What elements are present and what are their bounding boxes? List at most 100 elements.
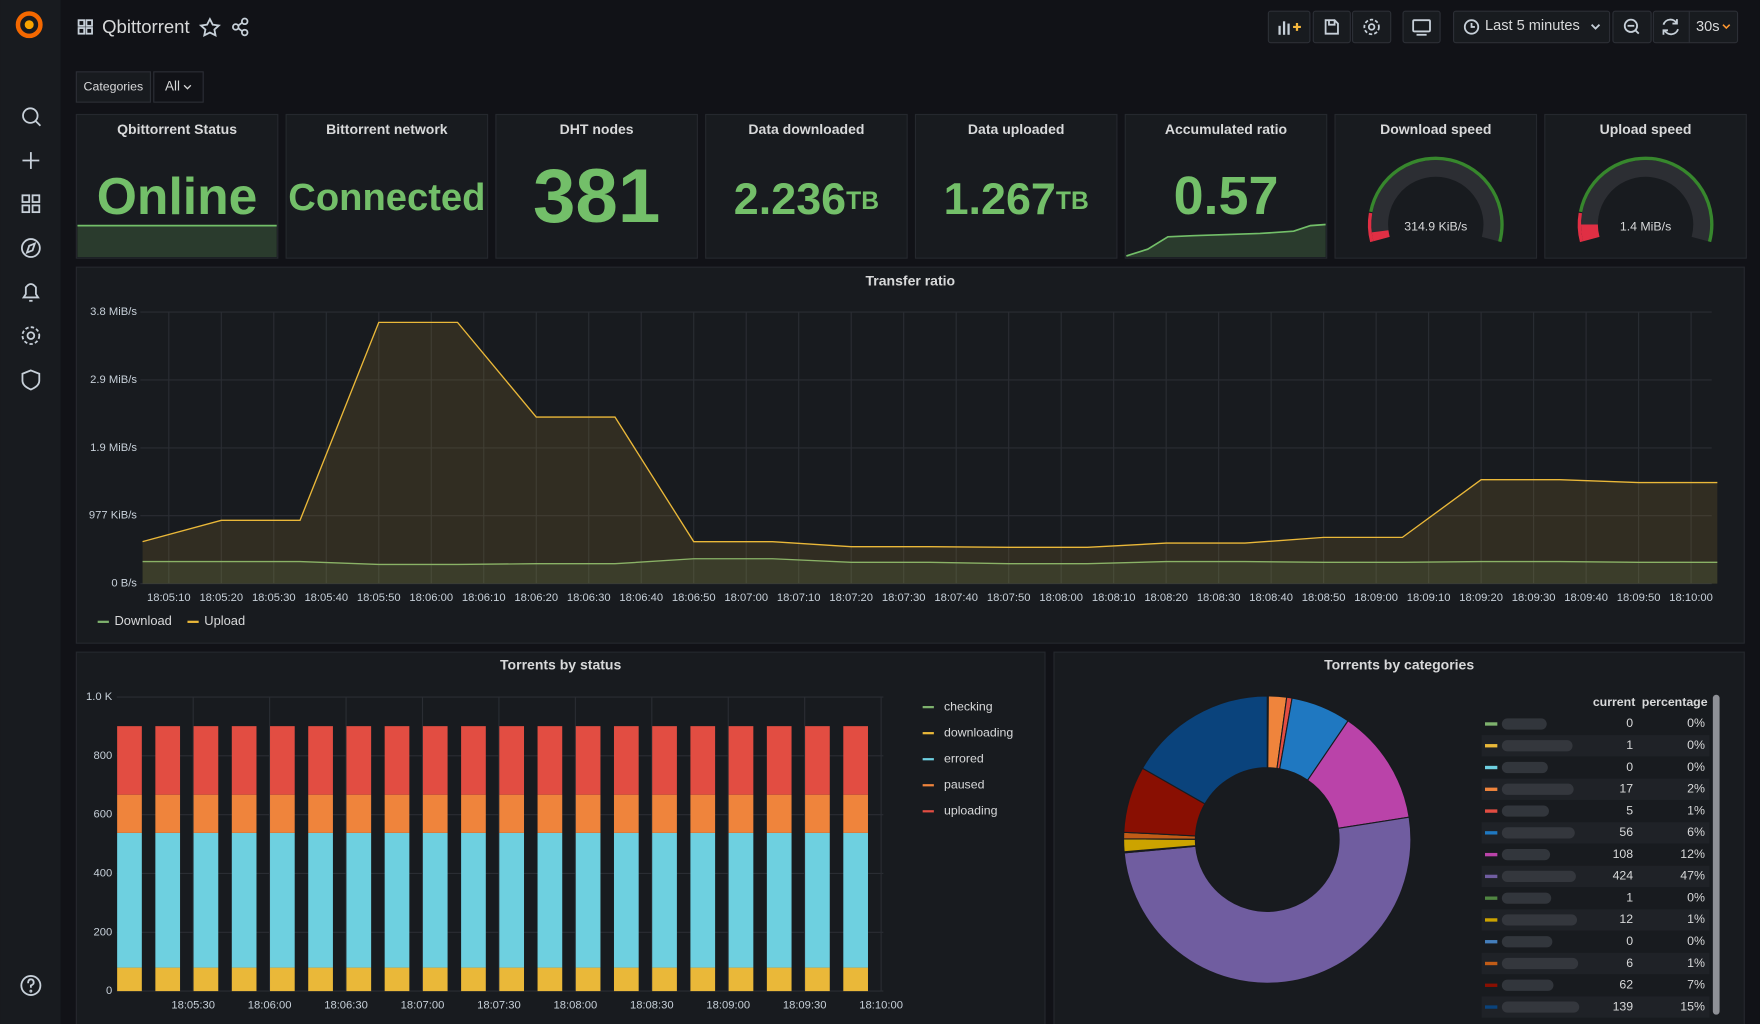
x-tick-label: 18:09:30: [1512, 592, 1556, 604]
series-line: [142, 321, 1718, 549]
legend-label[interactable]: Download: [114, 613, 171, 628]
explore-icon[interactable]: [20, 238, 41, 258]
refresh-picker[interactable]: [1652, 10, 1739, 44]
x-tick-label: 18:09:10: [1407, 592, 1451, 604]
x-tick-label: 18:05:50: [357, 592, 401, 604]
blurred-name: [1501, 914, 1578, 926]
bar-segment: [231, 794, 257, 833]
logo[interactable]: [15, 11, 43, 39]
settings-button[interactable]: [1351, 10, 1392, 44]
gauge-title: Upload speed: [1600, 121, 1692, 137]
bar-segment: [843, 726, 868, 795]
tv-mode-button[interactable]: [1402, 10, 1441, 44]
current-value: 1: [1626, 890, 1633, 904]
bar-segment: [384, 794, 410, 833]
legend-label[interactable]: Upload: [204, 613, 245, 628]
x-tick-label: 18:07:30: [477, 1000, 521, 1012]
series-area: [142, 322, 1718, 584]
percentage-value: 0%: [1687, 716, 1705, 730]
bar-segment: [422, 832, 448, 968]
x-tick-label: 18:06:40: [619, 592, 663, 604]
help-icon[interactable]: [20, 975, 42, 996]
bar-segment: [805, 967, 830, 992]
bar-segment: [193, 967, 219, 992]
current-value: 6: [1626, 956, 1633, 970]
bar-segment: [384, 726, 410, 795]
legend-label[interactable]: paused: [944, 778, 985, 792]
bar-segment: [728, 726, 754, 795]
donut-slice: [1141, 695, 1268, 805]
gauge-fill: [1371, 230, 1390, 242]
x-tick-label: 18:09:20: [1459, 592, 1503, 604]
gauge-fill: [1581, 224, 1600, 242]
zoom-out-button[interactable]: [1612, 10, 1652, 44]
bar-segment: [155, 794, 181, 833]
refresh-interval[interactable]: 30s: [1696, 19, 1720, 35]
bar-segment: [613, 832, 639, 968]
blurred-name: [1501, 827, 1575, 839]
create-icon[interactable]: [22, 152, 40, 169]
donut-slice: [1123, 816, 1412, 984]
stat-title: Qbittorrent Status: [117, 121, 237, 137]
x-tick-label: 18:08:50: [1302, 592, 1346, 604]
bar-segment: [155, 967, 181, 992]
chart-title: Torrents by categories: [1324, 656, 1474, 672]
blurred-name: [1501, 979, 1554, 991]
bar-segment: [422, 967, 448, 992]
x-tick-label: 18:07:20: [829, 592, 873, 604]
current-value: 5: [1626, 803, 1633, 817]
x-tick-label: 18:07:30: [882, 592, 926, 604]
legend-label[interactable]: checking: [944, 699, 993, 713]
variable-select[interactable]: [153, 71, 204, 103]
current-value: 0: [1626, 760, 1633, 774]
bar-segment: [422, 726, 448, 795]
clock-icon: [1463, 19, 1480, 35]
current-value: 56: [1619, 825, 1633, 839]
stat-number: 2.236: [734, 173, 846, 224]
settings-button-icon: [1363, 18, 1380, 36]
bar-segment: [537, 967, 563, 992]
x-tick-label: 18:08:00: [554, 1000, 598, 1012]
search-icon[interactable]: [22, 107, 42, 127]
stat-title: Data uploaded: [968, 121, 1065, 137]
legend-label[interactable]: errored: [944, 751, 984, 765]
shield-icon[interactable]: [21, 369, 41, 391]
x-tick-label: 18:08:40: [1249, 592, 1293, 604]
alerting-icon[interactable]: [21, 283, 40, 302]
time-caret: [1590, 24, 1601, 30]
bar-segment: [843, 967, 868, 992]
x-tick-label: 18:09:50: [1617, 592, 1661, 604]
variable-value[interactable]: All: [165, 79, 180, 94]
bar-segment: [766, 967, 792, 992]
time-range-label[interactable]: Last 5 minutes: [1485, 18, 1580, 34]
stat-panel: [495, 113, 698, 259]
bar-segment: [384, 967, 410, 992]
add-panel-icon: [1278, 21, 1301, 35]
blurred-name: [1501, 761, 1548, 774]
bar-segment: [308, 967, 333, 992]
gauge-track: [1581, 160, 1711, 242]
bar-segment: [613, 794, 639, 833]
stat-panel: [75, 113, 279, 259]
legend-label[interactable]: downloading: [944, 725, 1013, 739]
bar-segment: [117, 967, 142, 992]
chart-title: Transfer ratio: [866, 272, 956, 288]
legend-label[interactable]: uploading: [944, 804, 998, 818]
x-tick-label: 18:06:10: [462, 592, 506, 604]
x-tick-label: 18:08:30: [630, 1000, 674, 1012]
time-picker[interactable]: [1453, 10, 1611, 44]
chart-title: Torrents by status: [500, 656, 621, 672]
stat-value: Connected: [288, 176, 485, 219]
save-icon: [1324, 19, 1339, 35]
variable-caret: [183, 84, 192, 90]
save-button[interactable]: [1312, 10, 1351, 44]
dashboard-title[interactable]: Qbittorrent: [102, 16, 190, 37]
star-icon[interactable]: [198, 17, 221, 37]
share-icon[interactable]: [232, 17, 249, 37]
stat-title: Bittorrent network: [326, 121, 448, 137]
settings-icon[interactable]: [21, 326, 41, 345]
dashboards-icon[interactable]: [21, 194, 41, 214]
y-tick-label: 400: [94, 867, 113, 879]
bar-segment: [843, 832, 868, 968]
